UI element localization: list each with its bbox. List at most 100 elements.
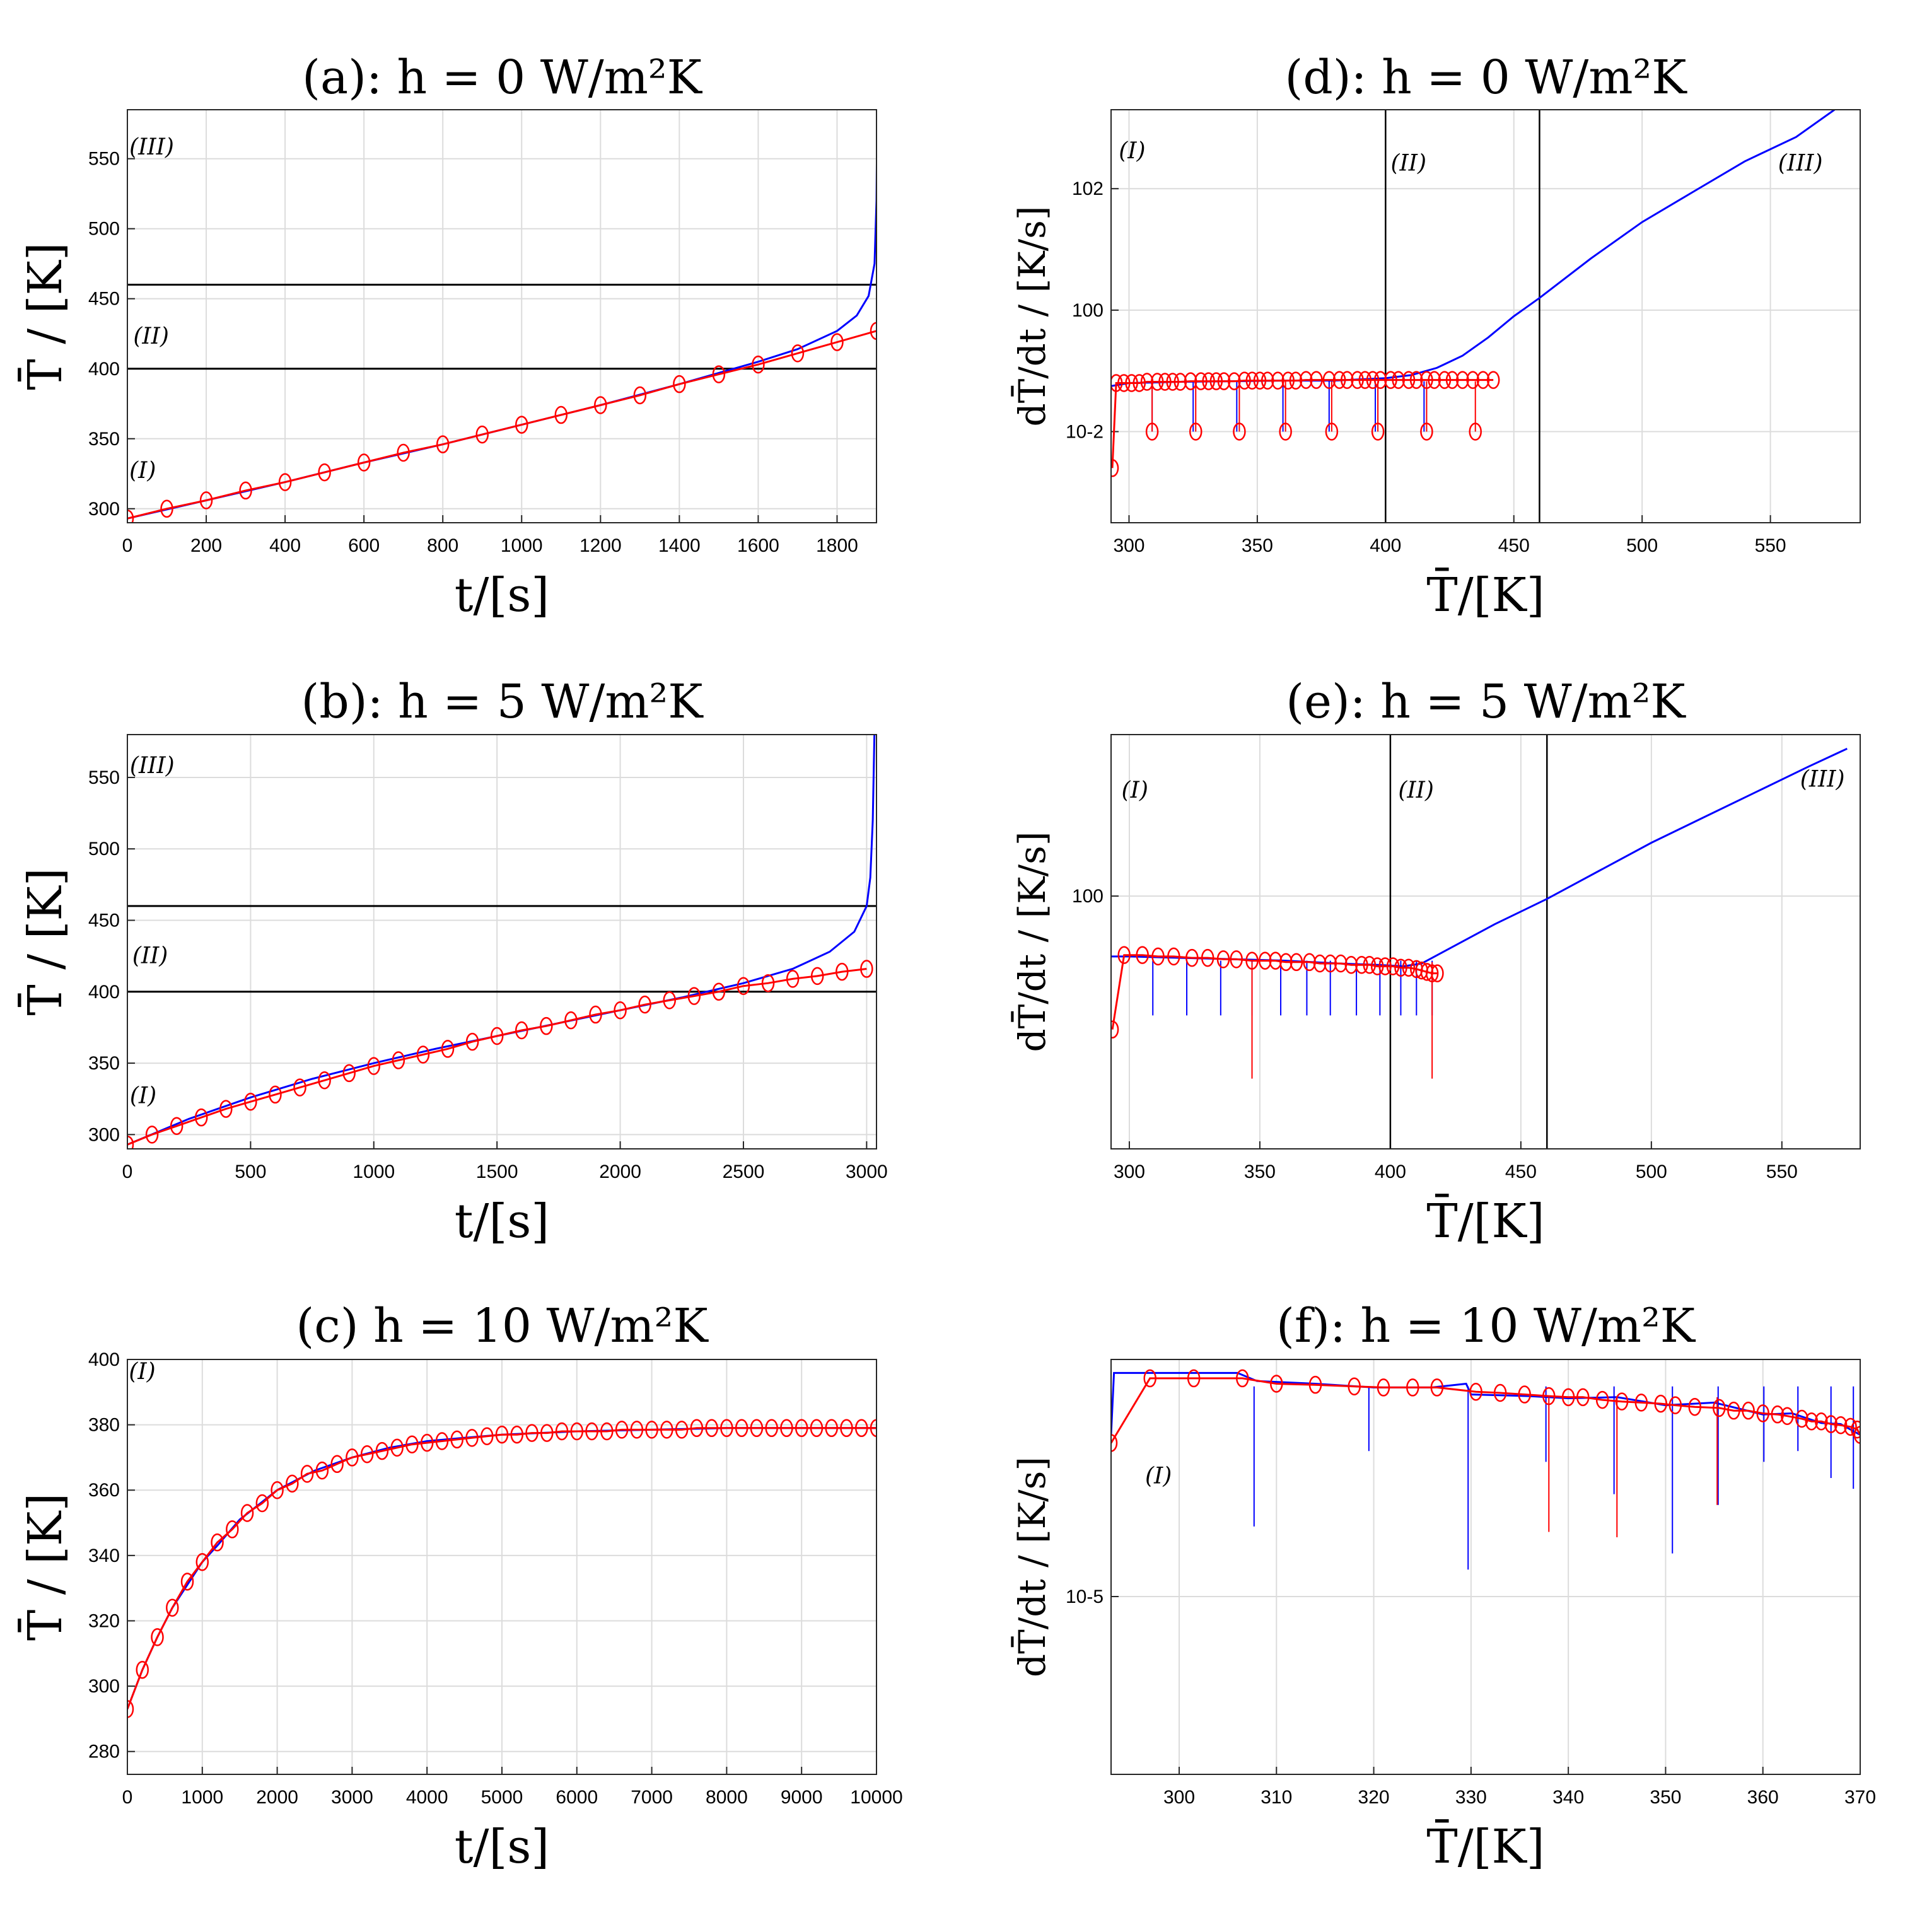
data-marker <box>570 1422 584 1441</box>
data-marker <box>1279 422 1292 441</box>
data-marker <box>1634 1394 1648 1412</box>
y-tick-label: 300 <box>88 1124 120 1145</box>
data-marker <box>1815 1412 1828 1431</box>
chart-title: (f): h = 10 W/m²K <box>1276 1299 1696 1353</box>
plot-frame <box>127 734 877 1149</box>
data-marker <box>1378 957 1392 975</box>
x-tick-label: 500 <box>1626 535 1658 556</box>
data-marker <box>1322 371 1336 389</box>
data-marker <box>1233 422 1246 441</box>
y-axis-label: T̄ / [K] <box>18 242 73 390</box>
x-axis-label: t/[s] <box>455 568 549 622</box>
x-tick-label: 1800 <box>816 535 858 556</box>
data-marker <box>810 1419 824 1438</box>
data-marker <box>510 1425 524 1444</box>
x-tick-label: 400 <box>1370 535 1401 556</box>
data-marker <box>271 1481 284 1499</box>
data-marker <box>1111 374 1123 392</box>
data-marker <box>127 1700 134 1718</box>
data-marker <box>342 1064 356 1083</box>
data-marker <box>673 375 686 393</box>
data-marker <box>1111 459 1119 477</box>
data-marker <box>255 1494 269 1513</box>
chart-f: 300 310 320 330 340 350 360 370 10-5 (I) (f): h = … <box>1010 1299 1876 1874</box>
data-marker <box>1402 371 1416 389</box>
data-marker <box>1469 422 1482 441</box>
x-axis-label: t/[s] <box>455 1820 549 1874</box>
data-marker <box>585 1422 598 1441</box>
y-tick-label: 320 <box>88 1610 120 1631</box>
y-tick-label: 100 <box>1072 300 1103 321</box>
data-marker <box>690 1419 704 1438</box>
data-marker <box>1351 371 1364 389</box>
x-tick-label: 300 <box>1114 1161 1145 1182</box>
region-label: (II) <box>132 943 168 969</box>
data-marker <box>315 1461 329 1480</box>
data-marker <box>540 1424 554 1442</box>
data-marker <box>1392 371 1405 389</box>
data-marker <box>1795 1409 1808 1428</box>
data-marker <box>1469 1383 1482 1401</box>
data-marker <box>712 982 726 1001</box>
plot-area <box>127 735 876 1149</box>
data-marker <box>761 974 775 992</box>
x-axis-label: t/[s] <box>455 1194 549 1248</box>
x-tick-label: 0 <box>122 1787 133 1808</box>
x-tick-label: 0 <box>122 1161 133 1182</box>
x-tick-label: 2500 <box>723 1161 765 1182</box>
data-marker <box>1851 1420 1860 1439</box>
y-axis-label: dT̄/dt / [K/s] <box>1010 206 1054 426</box>
data-marker <box>1313 954 1327 973</box>
data-marker <box>450 1430 463 1449</box>
data-marker <box>1167 947 1180 966</box>
region-label: (II) <box>1390 150 1426 176</box>
data-marker <box>1742 1401 1755 1420</box>
data-marker <box>675 1421 689 1439</box>
y-axis-label: T̄ / [K] <box>18 868 73 1015</box>
data-marker <box>1370 957 1384 975</box>
plot-area <box>1111 110 1860 523</box>
region-label: (II) <box>133 323 169 349</box>
data-marker <box>1269 951 1283 970</box>
y-tick-label: 340 <box>88 1545 120 1566</box>
x-tick-label: 1500 <box>476 1161 518 1182</box>
data-marker <box>1289 371 1303 390</box>
data-marker <box>1445 371 1459 389</box>
plot-content <box>1111 1369 1860 1570</box>
y-tick-label: 400 <box>88 982 120 1003</box>
data-marker <box>194 1108 208 1127</box>
data-marker <box>1334 954 1348 973</box>
chart-e: 300 350 400 450 500 550 100 (I) (II) (III) (e): h … <box>1010 675 1861 1248</box>
data-marker <box>712 365 726 383</box>
data-marker <box>1236 1369 1249 1388</box>
data-marker <box>1187 1369 1201 1388</box>
data-marker <box>555 1422 569 1441</box>
data-marker <box>278 473 292 491</box>
data-marker <box>1824 1415 1837 1433</box>
data-marker <box>211 1533 224 1552</box>
y-tick-label: 500 <box>88 219 120 240</box>
data-marker <box>870 322 876 340</box>
x-tick-label: 8000 <box>706 1787 748 1808</box>
region-label: (III) <box>130 753 175 779</box>
data-marker <box>244 1092 257 1111</box>
data-marker <box>1344 955 1358 974</box>
data-marker <box>825 1419 838 1438</box>
data-marker <box>1136 946 1149 964</box>
plot-frame <box>1110 734 1861 1149</box>
data-marker <box>145 1126 159 1144</box>
x-tick-label: 2000 <box>599 1161 641 1182</box>
data-marker <box>1281 371 1295 390</box>
data-marker <box>1117 946 1131 964</box>
y-tick-label: 100 <box>1072 886 1103 907</box>
data-marker <box>1143 1369 1156 1388</box>
data-marker <box>1202 372 1215 390</box>
data-marker <box>854 1419 868 1438</box>
data-marker <box>465 1032 479 1051</box>
x-tick-label: 400 <box>1375 1161 1406 1182</box>
chart-title: (b): h = 5 W/m²K <box>301 675 704 729</box>
data-marker <box>1595 1390 1609 1409</box>
data-marker <box>1348 1377 1361 1395</box>
chart-title: (e): h = 5 W/m²K <box>1286 675 1686 729</box>
region-label: (III) <box>1778 150 1823 176</box>
